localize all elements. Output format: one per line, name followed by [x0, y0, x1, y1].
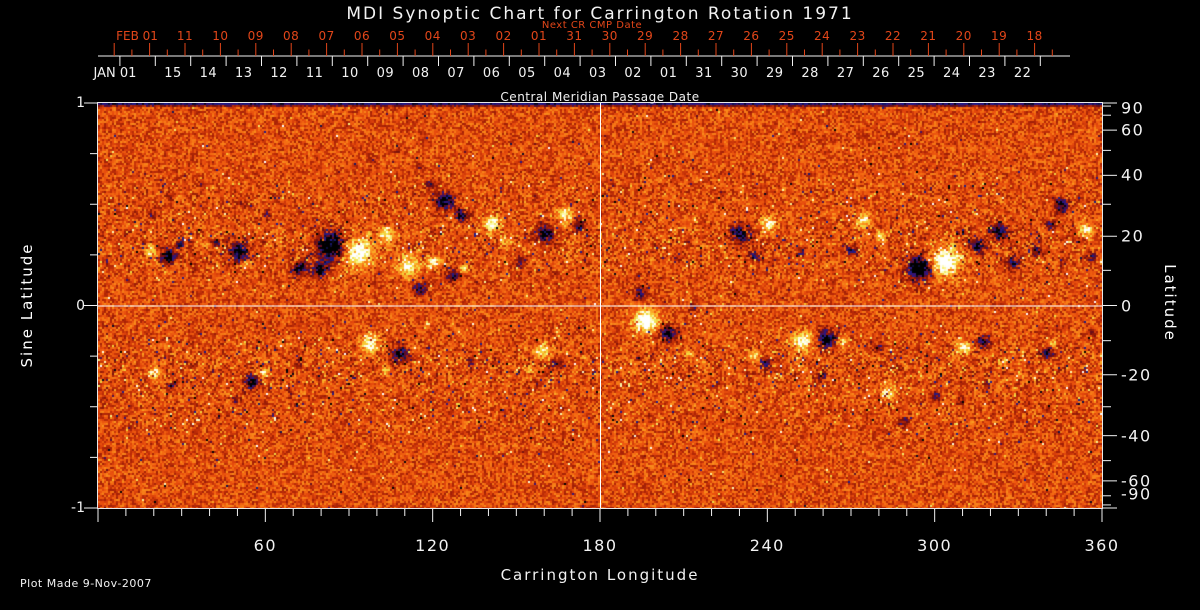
next-cr-day-label: 11 [176, 29, 194, 43]
cmp-day-label: 15 [164, 66, 182, 81]
next-cr-day-label: 10 [212, 29, 229, 43]
cmp-day-label: 23 [978, 66, 996, 81]
sine-latitude-tick-label: 0 [76, 297, 85, 314]
longitude-tick-label: 120 [415, 536, 451, 555]
cmp-day-label: 26 [872, 66, 890, 81]
latitude-tick-label: -90 [1121, 484, 1152, 504]
cmp-day-label: 03 [589, 66, 607, 81]
cmp-day-label: 02 [624, 66, 642, 81]
next-cr-day-label: 05 [389, 29, 406, 43]
cmp-day-label: 27 [836, 66, 855, 81]
cmp-day-label: 28 [801, 66, 819, 81]
next-cr-day-label: 08 [283, 29, 300, 43]
next-cr-day-label: 20 [955, 29, 972, 43]
cmp-day-label: 24 [943, 66, 961, 81]
next-cr-day-label: 22 [884, 29, 902, 43]
cmp-day-label: 06 [482, 66, 501, 81]
cmp-day-label: 10 [341, 66, 359, 81]
latitude-tick-label: 90 [1121, 98, 1145, 118]
next-cr-day-label: 07 [318, 29, 335, 43]
next-cr-day-label: 21 [920, 29, 937, 43]
next-cr-axis-title: Next CR CMP Date [541, 20, 643, 31]
cmp-day-label: 14 [199, 66, 218, 81]
cmp-month-label: JAN 01 [93, 66, 137, 81]
longitude-tick-label: 300 [917, 536, 953, 555]
cmp-axis-title: Central Meridian Passage Date [500, 90, 700, 104]
cmp-day-label: 22 [1013, 66, 1032, 81]
next-cr-day-label: 01 [530, 29, 548, 43]
next-cr-day-label: 06 [353, 29, 371, 43]
next-cr-day-label: 25 [778, 29, 795, 43]
cmp-day-label: 07 [447, 66, 465, 81]
longitude-tick-label: 360 [1084, 536, 1120, 555]
right-axis-title: Latitude [1161, 264, 1179, 342]
left-axis-title: Sine Latitude [18, 242, 36, 368]
latitude-tick-label: -40 [1121, 426, 1152, 446]
next-cr-day-label: 02 [495, 29, 512, 43]
latitude-tick-label: -60 [1121, 471, 1152, 491]
next-cr-day-label: 31 [566, 29, 583, 43]
cmp-day-label: 12 [270, 66, 288, 81]
longitude-tick-label: 60 [253, 536, 278, 555]
sine-latitude-tick-label: -1 [71, 500, 85, 516]
latitude-tick-label: 0 [1121, 296, 1133, 315]
next-cr-month-label: FEB 01 [116, 29, 158, 43]
next-cr-day-label: 09 [247, 29, 264, 43]
longitude-tick-label: 240 [749, 536, 785, 555]
latitude-tick-label: 60 [1121, 120, 1145, 140]
plot-made-timestamp: Plot Made 9-Nov-2007 [20, 577, 152, 590]
next-cr-day-label: 03 [460, 29, 477, 43]
next-cr-day-label: 04 [424, 29, 441, 43]
next-cr-day-label: 30 [601, 29, 618, 43]
cmp-day-label: 08 [412, 66, 430, 81]
latitude-tick-label: 40 [1121, 165, 1145, 185]
next-cr-day-label: 18 [1026, 29, 1043, 43]
cmp-day-label: 05 [518, 66, 536, 81]
next-cr-day-label: 23 [849, 29, 866, 43]
plot-border [97, 102, 1103, 509]
chart-title: MDI Synoptic Chart for Carrington Rotati… [346, 4, 854, 24]
next-cr-day-label: 19 [991, 29, 1008, 43]
cmp-day-label: 31 [695, 66, 713, 81]
cmp-day-label: 01 [659, 66, 678, 81]
next-cr-day-label: 26 [743, 29, 760, 43]
cmp-day-label: 29 [766, 66, 784, 81]
cmp-day-label: 25 [907, 66, 926, 81]
latitude-tick-label: 20 [1121, 226, 1145, 246]
bottom-axis-title: Carrington Longitude [500, 566, 700, 584]
next-cr-day-label: 28 [672, 29, 689, 43]
cmp-day-label: 04 [553, 66, 572, 81]
cmp-day-label: 30 [730, 66, 749, 81]
next-cr-day-label: 29 [637, 29, 654, 43]
longitude-tick-label: 180 [582, 536, 618, 555]
next-cr-day-label: 24 [814, 29, 831, 43]
sine-latitude-tick-label: 1 [76, 95, 85, 111]
cmp-day-label: 11 [305, 66, 324, 81]
latitude-tick-label: -20 [1121, 365, 1152, 385]
cmp-day-label: 13 [235, 66, 253, 81]
next-cr-day-label: 27 [707, 29, 725, 43]
cmp-day-label: 09 [376, 66, 395, 81]
